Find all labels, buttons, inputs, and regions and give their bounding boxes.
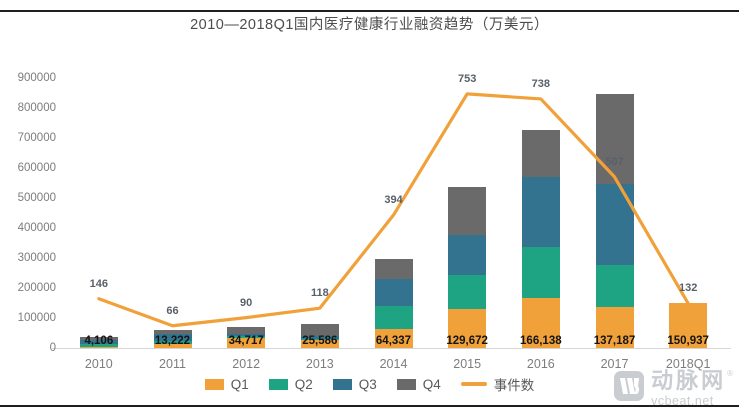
bar-segment-2010-Q2[interactable]: [79, 344, 118, 347]
bottom-border-rule: [0, 405, 739, 407]
y-tick-label: 800000: [17, 102, 56, 114]
bar-segment-2017-Q4[interactable]: [595, 94, 634, 184]
q1-value-label: 34,717: [228, 335, 264, 347]
bar-segment-2016-Q1[interactable]: [521, 298, 560, 348]
bar-segment-2010-Q4[interactable]: [79, 337, 118, 341]
bar-segment-2014-Q4[interactable]: [374, 259, 413, 279]
x-category-label: 2015: [453, 357, 482, 371]
bar-segment-2011-Q4[interactable]: [153, 329, 192, 334]
bar-segment-2015-Q3[interactable]: [448, 234, 487, 275]
events-count-label: 146: [89, 277, 109, 290]
legend-swatch-icon: [396, 378, 416, 390]
bar-segment-2013-Q1[interactable]: [300, 340, 339, 348]
x-category-label: 2017: [600, 357, 629, 371]
bar-segment-2013-Q3[interactable]: [300, 335, 339, 339]
x-category-label: 2010: [84, 357, 113, 371]
y-tick-label: 600000: [17, 162, 56, 174]
x-axis-line: [52, 348, 731, 349]
legend-item-Q4[interactable]: Q4: [396, 376, 441, 392]
vcbeat-logo-icon: [614, 371, 645, 401]
bar-segment-2012-Q3[interactable]: [227, 333, 266, 337]
watermark-brand: 动脉网: [651, 368, 727, 393]
y-tick-label: 500000: [17, 192, 56, 204]
chart-title: 2010—2018Q1国内医疗健康行业融资趋势（万美元）: [190, 17, 549, 33]
legend-swatch-icon: [204, 378, 224, 390]
registered-trademark-icon: ®: [727, 369, 733, 378]
bar-segment-2017-Q2[interactable]: [595, 264, 634, 307]
bar-segment-2011-Q1[interactable]: [153, 344, 192, 348]
bar-segment-2012-Q1[interactable]: [227, 337, 266, 348]
bar-segment-2018Q1-Q1[interactable]: [669, 302, 708, 348]
y-tick-label: 100000: [17, 312, 56, 324]
bar-segment-2016-Q3[interactable]: [521, 176, 560, 247]
x-category-label: 2012: [232, 357, 261, 371]
legend-swatch-icon: [268, 378, 288, 390]
y-tick-label: 200000: [17, 282, 56, 294]
y-tick-label: 700000: [17, 132, 56, 144]
watermark-text: 动脉网 ® vcbeat.net: [651, 370, 733, 408]
bar-segment-2016-Q4[interactable]: [521, 130, 560, 177]
bar-segment-2016-Q2[interactable]: [521, 246, 560, 299]
legend-label: Q2: [294, 376, 313, 392]
bar-segment-2012-Q2[interactable]: [227, 336, 266, 338]
legend-item-Q2[interactable]: Q2: [268, 376, 313, 392]
bar-segment-2017-Q1[interactable]: [595, 306, 634, 348]
bar-segment-2014-Q1[interactable]: [374, 328, 413, 348]
legend-label: Q1: [230, 376, 249, 392]
top-border-rule: [0, 10, 739, 12]
y-tick-label: 400000: [17, 222, 56, 234]
watermark-domain: vcbeat.net: [651, 394, 714, 408]
bar-segment-2014-Q2[interactable]: [374, 305, 413, 329]
events-count-label: 738: [531, 77, 551, 90]
legend-label: 事件数: [493, 378, 535, 393]
bar-segment-2015-Q4[interactable]: [448, 186, 487, 235]
q1-value-label: 64,337: [375, 335, 412, 347]
q1-value-label: 137,187: [593, 335, 636, 347]
y-tick-label: 0: [49, 342, 56, 354]
events-count-label: 118: [310, 287, 329, 300]
x-category-label: 2016: [526, 357, 555, 371]
legend-label: Q3: [358, 376, 377, 392]
x-category-label: 2011: [159, 357, 186, 371]
bar-segment-2014-Q3[interactable]: [374, 278, 413, 306]
q1-value-label: 166,138: [520, 335, 562, 347]
q1-value-label: 129,672: [446, 335, 488, 347]
bar-segment-2012-Q4[interactable]: [227, 326, 266, 334]
events-line: [97, 92, 690, 328]
x-category-label: 2013: [305, 357, 334, 371]
bar-segment-2015-Q1[interactable]: [448, 309, 487, 348]
q1-value-label: 4,106: [84, 335, 114, 347]
legend-item-Q1[interactable]: Q1: [204, 376, 249, 392]
bar-segment-2013-Q4[interactable]: [300, 324, 339, 336]
legend-line-swatch-icon: [460, 382, 487, 386]
y-tick-label: 900000: [17, 72, 56, 84]
bar-segment-2015-Q2[interactable]: [448, 274, 487, 310]
y-tick-label: 300000: [17, 252, 56, 264]
events-count-label: 753: [457, 72, 477, 85]
legend-item-Q3[interactable]: Q3: [332, 376, 377, 392]
legend-item-events[interactable]: 事件数: [460, 374, 535, 394]
legend-label: Q4: [422, 376, 441, 392]
events-count-label: 66: [166, 304, 179, 317]
q1-value-label: 150,937: [667, 335, 709, 347]
events-count-label: 132: [678, 282, 698, 295]
q1-value-label: 25,586: [302, 335, 338, 347]
x-category-label: 2018Q1: [665, 357, 711, 371]
bar-segment-2010-Q1[interactable]: [79, 346, 118, 348]
bar-segment-2011-Q2[interactable]: [153, 340, 192, 345]
events-count-label: 394: [384, 194, 403, 207]
x-category-label: 2014: [379, 357, 408, 371]
watermark: 动脉网 ® vcbeat.net: [613, 370, 733, 408]
legend-swatch-icon: [332, 378, 352, 390]
bar-segment-2010-Q3[interactable]: [79, 340, 118, 345]
events-count-label: 90: [240, 296, 253, 309]
q1-value-label: 13,222: [154, 335, 191, 347]
legend: Q1 Q2 Q3 Q4 事件数: [0, 374, 739, 394]
events-count-label: 507: [605, 155, 624, 168]
bar-segment-2013-Q2[interactable]: [300, 338, 339, 341]
bar-segment-2011-Q3[interactable]: [153, 333, 192, 341]
